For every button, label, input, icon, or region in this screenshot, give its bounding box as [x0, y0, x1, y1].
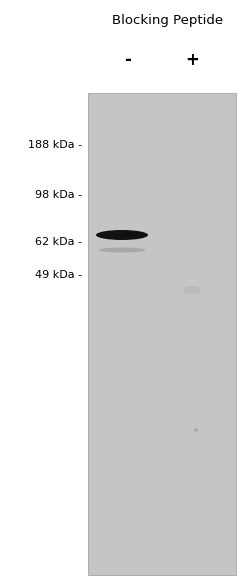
Ellipse shape [183, 286, 201, 294]
Text: 49 kDa -: 49 kDa - [35, 270, 82, 280]
Bar [88, 93, 236, 575]
Text: Blocking Peptide: Blocking Peptide [113, 14, 224, 27]
Text: 98 kDa -: 98 kDa - [35, 190, 82, 200]
Text: 62 kDa -: 62 kDa - [35, 237, 82, 247]
Ellipse shape [98, 248, 145, 252]
Text: -: - [125, 51, 131, 69]
Text: 188 kDa -: 188 kDa - [28, 140, 82, 150]
Ellipse shape [96, 230, 148, 240]
Ellipse shape [194, 428, 198, 432]
Text: +: + [185, 51, 199, 69]
